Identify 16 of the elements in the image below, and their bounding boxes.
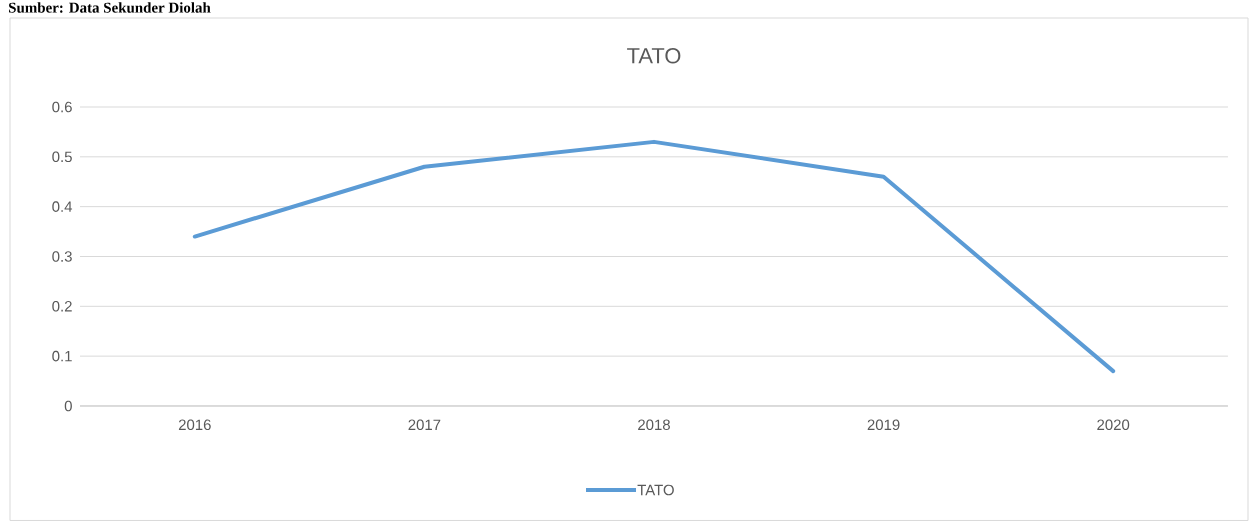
x-tick-label: 2019 (867, 419, 900, 431)
chart-title: TATO (627, 47, 681, 64)
y-tick-label: 0.6 (52, 101, 72, 113)
y-tick-label: 0.4 (52, 201, 73, 212)
y-tick-label: 0.2 (52, 301, 72, 312)
line-series (192, 139, 1116, 374)
x-tick-label: 2016 (178, 419, 211, 431)
legend-label: TATO (637, 484, 674, 496)
y-tick-label: 0.5 (52, 151, 72, 163)
x-tick-label: 2017 (408, 419, 441, 431)
x-tick-label: 2020 (1097, 419, 1130, 431)
text: Sumber: Data Sekunder Diolah (9, 2, 211, 13)
y-tick-label: 0 (64, 400, 72, 412)
x-tick-label: 2018 (638, 419, 670, 431)
y-tick-label: 0.3 (52, 251, 72, 262)
y-tick-label: 0.1 (52, 350, 72, 362)
